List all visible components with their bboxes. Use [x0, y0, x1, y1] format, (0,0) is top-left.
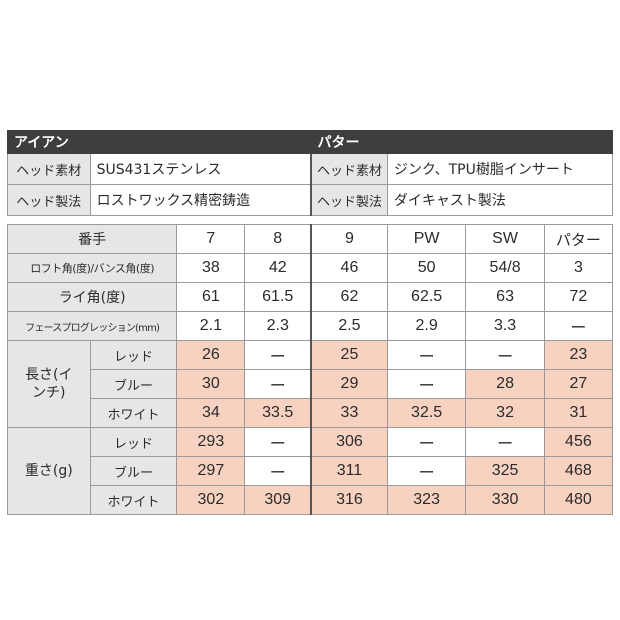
cell: 456 [543, 427, 614, 457]
length-white-row: ホワイト 34 33.5 33 32.5 32 31 [8, 398, 614, 428]
method-row: ヘッド製法 ロストワックス精密鋳造 ヘッド製法 ダイキャスト製法 [7, 184, 614, 216]
putter-material: ジンク、TPU樹脂インサート [386, 153, 614, 185]
putter-method-label: ヘッド製法 [309, 184, 388, 216]
cell: 50 [386, 253, 467, 283]
putter-header: パター [310, 130, 613, 154]
iron-material: SUS431ステンレス [89, 153, 312, 185]
lie-row: ライ角(度) 61 61.5 62 62.5 63 72 [6, 282, 614, 312]
cell: 309 [244, 485, 312, 515]
color-label: ホワイト [89, 398, 178, 428]
cell: 30 [176, 369, 246, 399]
color-label: ブルー [89, 456, 178, 486]
putter-method: ダイキャスト製法 [386, 184, 614, 216]
cell: 32.5 [386, 398, 467, 428]
length-blue-row: ブルー 30 ー 29 ー 28 27 [8, 369, 614, 399]
color-label: ホワイト [89, 485, 178, 515]
color-label: ブルー [89, 369, 178, 399]
col-header: SW [465, 224, 545, 254]
cell: 316 [309, 485, 388, 515]
iron-method: ロストワックス精密鋳造 [89, 184, 312, 216]
cell: 26 [176, 340, 246, 370]
weight-blue-row: ブルー 297 ー 311 ー 325 468 [8, 456, 614, 486]
spacer-row [7, 215, 613, 225]
color-label: レッド [89, 427, 178, 457]
cell: 2.9 [386, 311, 467, 341]
putter-material-label: ヘッド素材 [309, 153, 388, 185]
cell: ー [386, 456, 467, 486]
cell: 480 [543, 485, 614, 515]
cell: 42 [244, 253, 312, 283]
face-label: フェースプログレッション(mm) [6, 311, 178, 341]
cell: 61.5 [244, 282, 312, 312]
cell: 3.3 [465, 311, 545, 341]
loft-row: ロフト角(度)/バンス角(度) 38 42 46 50 54/8 3 [6, 253, 614, 283]
cell: 46 [309, 253, 388, 283]
col-header: 8 [244, 224, 312, 254]
weight-white-row: ホワイト 302 309 316 323 330 480 [8, 485, 614, 515]
cell: 38 [176, 253, 246, 283]
iron-method-label: ヘッド製法 [7, 184, 91, 216]
cell: 23 [543, 340, 614, 370]
header-row: アイアン パター [7, 130, 613, 154]
iron-material-label: ヘッド素材 [7, 153, 91, 185]
lie-label: ライ角(度) [6, 282, 178, 312]
spec-table: アイアン パター ヘッド素材 SUS431ステンレス ヘッド素材 ジンク、TPU… [6, 130, 614, 515]
cell: 72 [543, 282, 614, 312]
cell: 29 [309, 369, 388, 399]
cell: 3 [543, 253, 614, 283]
cell: ー [244, 369, 312, 399]
cell: ー [386, 340, 467, 370]
cell: ー [386, 427, 467, 457]
cell: 311 [309, 456, 388, 486]
length-label: 長さ(インチ) [7, 340, 91, 428]
col-header: パター [543, 224, 614, 254]
col-label: 番手 [6, 224, 178, 254]
cell: 54/8 [465, 253, 545, 283]
weight-red-row: 重さ(g) レッド 293 ー 306 ー ー 456 [7, 427, 614, 515]
cell: 62.5 [386, 282, 467, 312]
cell: ー [244, 340, 312, 370]
cell: ー [244, 456, 312, 486]
length-red-row: 長さ(インチ) レッド 26 ー 25 ー ー 23 [7, 340, 614, 428]
cell: 28 [465, 369, 545, 399]
cell: ー [543, 311, 614, 341]
cell: 25 [309, 340, 388, 370]
cell: ー [465, 340, 545, 370]
cell: 306 [309, 427, 388, 457]
column-header-row: 番手 7 8 9 PW SW パター [6, 224, 614, 254]
cell: 33 [309, 398, 388, 428]
cell: 293 [176, 427, 246, 457]
iron-header: アイアン [7, 130, 312, 154]
spec-sheet: アイアン パター ヘッド素材 SUS431ステンレス ヘッド素材 ジンク、TPU… [6, 130, 614, 515]
cell: 32 [465, 398, 545, 428]
cell: 61 [176, 282, 246, 312]
cell: 27 [543, 369, 614, 399]
cell: 2.1 [176, 311, 246, 341]
cell: 2.3 [244, 311, 312, 341]
cell: 468 [543, 456, 614, 486]
weight-label: 重さ(g) [7, 427, 91, 515]
col-header: 9 [309, 224, 388, 254]
cell: 302 [176, 485, 246, 515]
cell: 31 [543, 398, 614, 428]
cell: 34 [176, 398, 246, 428]
cell: ー [244, 427, 312, 457]
cell: 330 [465, 485, 545, 515]
color-label: レッド [89, 340, 178, 370]
cell: 2.5 [309, 311, 388, 341]
cell: 63 [465, 282, 545, 312]
face-row: フェースプログレッション(mm) 2.1 2.3 2.5 2.9 3.3 ー [6, 311, 614, 341]
cell: 62 [309, 282, 388, 312]
cell: 297 [176, 456, 246, 486]
cell: 323 [386, 485, 467, 515]
material-row: ヘッド素材 SUS431ステンレス ヘッド素材 ジンク、TPU樹脂インサート [7, 153, 614, 185]
cell: ー [465, 427, 545, 457]
cell: 325 [465, 456, 545, 486]
loft-label: ロフト角(度)/バンス角(度) [6, 253, 178, 283]
cell: 33.5 [244, 398, 312, 428]
col-header: 7 [176, 224, 246, 254]
cell: ー [386, 369, 467, 399]
col-header: PW [386, 224, 467, 254]
